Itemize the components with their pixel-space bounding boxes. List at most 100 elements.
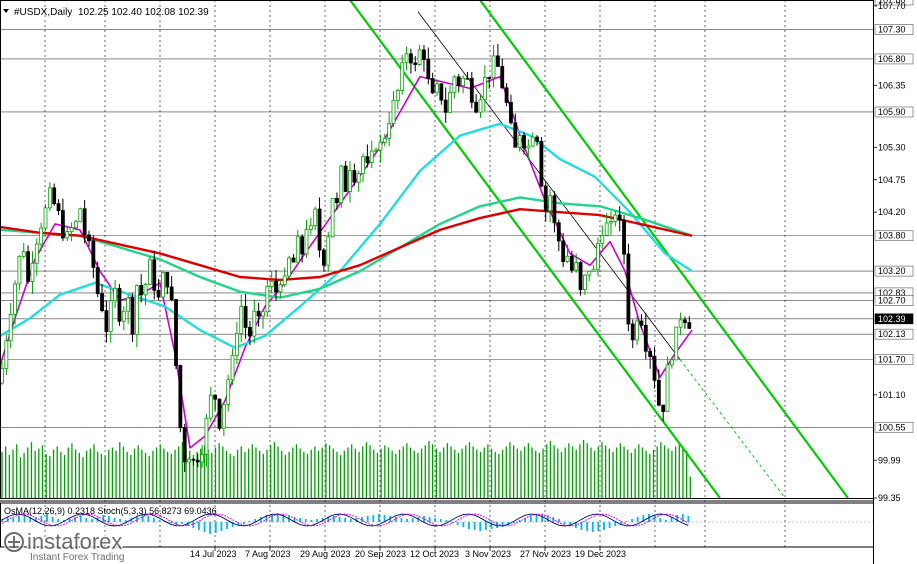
date-tick-label: 7 Aug 2023 bbox=[245, 549, 291, 559]
candle-body bbox=[474, 101, 479, 113]
candle-body bbox=[356, 173, 361, 183]
candle-body bbox=[613, 214, 618, 222]
candle-body bbox=[178, 365, 183, 429]
candle-body bbox=[678, 319, 683, 328]
candle-body bbox=[665, 364, 670, 412]
candle-body bbox=[87, 234, 91, 242]
candle-body bbox=[404, 53, 409, 64]
candle-body bbox=[108, 300, 113, 332]
candle-body bbox=[91, 240, 96, 268]
candle-body bbox=[69, 227, 74, 232]
candle-body bbox=[465, 77, 470, 80]
candle-body bbox=[530, 136, 535, 147]
candle-body bbox=[635, 320, 639, 341]
candle-body bbox=[56, 203, 61, 212]
candle-body bbox=[348, 170, 352, 192]
candle-body bbox=[674, 326, 679, 361]
candle-body bbox=[687, 322, 692, 329]
candle-body bbox=[670, 359, 674, 366]
candle-body bbox=[522, 135, 526, 149]
date-tick-label: 14 Jul 2023 bbox=[190, 549, 237, 559]
price-tick-label: 106.80 bbox=[878, 54, 906, 64]
price-tick-label: 105.90 bbox=[878, 107, 906, 117]
candle-body bbox=[139, 285, 144, 296]
candle-body bbox=[387, 123, 392, 139]
candle-body bbox=[565, 255, 570, 262]
stoch-signal-line bbox=[1, 513, 689, 527]
candle-body bbox=[326, 236, 331, 266]
chart-frame bbox=[0, 0, 874, 564]
candle-body bbox=[34, 243, 39, 264]
candle-body bbox=[291, 257, 296, 263]
dropdown-triangle-icon[interactable] bbox=[3, 9, 9, 13]
candle-body bbox=[82, 208, 87, 236]
candle-body bbox=[287, 257, 292, 277]
candle-body bbox=[408, 53, 413, 64]
candle-body bbox=[600, 235, 605, 244]
candle-body bbox=[113, 287, 117, 302]
candle-body bbox=[256, 310, 261, 317]
ma-line-green_ma bbox=[0, 196, 693, 299]
candle-body bbox=[382, 137, 387, 143]
candle-body bbox=[161, 272, 165, 298]
candle-body bbox=[13, 283, 17, 315]
candle-body bbox=[147, 259, 152, 285]
candle-body bbox=[504, 87, 509, 103]
candle-body bbox=[221, 404, 226, 429]
candle-body bbox=[591, 268, 596, 272]
candle-body bbox=[313, 208, 318, 227]
candle-body bbox=[365, 156, 370, 163]
candle-body bbox=[661, 404, 666, 412]
candle-body bbox=[339, 165, 344, 203]
candle-body bbox=[169, 286, 174, 300]
candle-body bbox=[195, 459, 200, 463]
candle-body bbox=[469, 77, 474, 103]
candle-body bbox=[274, 280, 278, 293]
candle-body bbox=[561, 240, 566, 262]
instaforex-watermark: instaforex instaforex Instant Forex Trad… bbox=[3, 528, 125, 563]
oscillator-label: OsMA(12,26,9) 0.2318 Stoch(5,3,3) 56.827… bbox=[4, 506, 217, 516]
candle-body bbox=[478, 99, 483, 113]
candle-body bbox=[165, 272, 170, 288]
candle-body bbox=[683, 319, 687, 323]
candle-body bbox=[491, 55, 496, 79]
candle-body bbox=[482, 77, 487, 101]
candle-body bbox=[487, 77, 492, 79]
candle-body bbox=[295, 236, 300, 263]
candle-body bbox=[526, 145, 531, 149]
date-tick-label: 27 Nov 2023 bbox=[520, 549, 571, 559]
candle-body bbox=[204, 417, 209, 455]
candle-body bbox=[39, 227, 44, 245]
candle-body bbox=[395, 90, 400, 101]
candle-body bbox=[461, 77, 466, 87]
price-tick-label: 105.30 bbox=[878, 142, 906, 152]
candle-body bbox=[330, 197, 335, 238]
price-tick-label: 102.83 bbox=[878, 288, 906, 298]
instaforex-logo-icon bbox=[3, 531, 25, 553]
price-label-box bbox=[874, 421, 914, 433]
candle-body bbox=[587, 270, 592, 276]
candle-body bbox=[226, 379, 231, 405]
date-tick-label: 12 Oct 2023 bbox=[410, 549, 459, 559]
candle-body bbox=[509, 101, 513, 124]
candle-body bbox=[604, 222, 609, 236]
candle-body bbox=[239, 306, 244, 334]
price-tick-label: 107.30 bbox=[878, 24, 906, 34]
candle-body bbox=[439, 83, 444, 101]
price-label-box bbox=[874, 265, 914, 277]
price-label-box bbox=[874, 313, 914, 325]
candle-body bbox=[230, 354, 235, 381]
price-label-box bbox=[874, 53, 914, 65]
price-label-box bbox=[874, 328, 914, 340]
candle-body bbox=[539, 140, 544, 187]
candle-body bbox=[426, 59, 431, 79]
price-label-box bbox=[874, 354, 914, 365]
price-tick-label: 100.55 bbox=[878, 422, 906, 432]
candle-body bbox=[535, 136, 539, 142]
candle-body bbox=[448, 91, 452, 113]
candle-body bbox=[191, 458, 196, 461]
candle-body bbox=[578, 262, 583, 291]
candle-body bbox=[26, 251, 31, 282]
candle-body bbox=[622, 219, 626, 255]
